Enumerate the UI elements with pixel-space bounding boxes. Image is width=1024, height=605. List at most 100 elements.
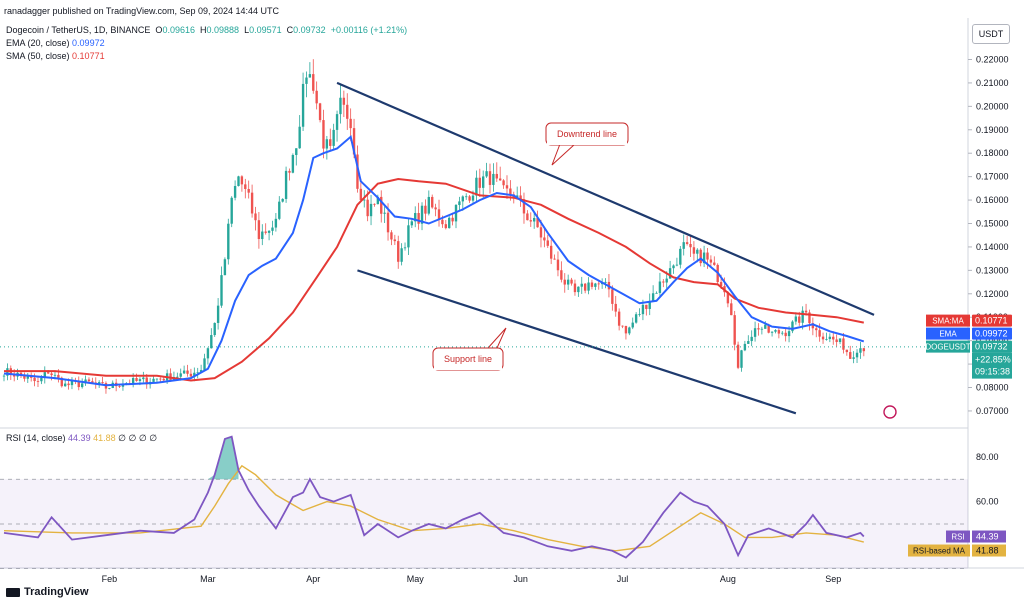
candle-body <box>539 227 543 238</box>
candle-body <box>736 344 740 368</box>
candle-body <box>628 327 631 334</box>
candle-body <box>631 322 634 328</box>
currency-badge[interactable]: USDT <box>972 24 1010 44</box>
rsi-ma-tag-value: 41.88 <box>976 546 999 556</box>
doge-tag-value: 0.09732 <box>975 342 1008 352</box>
price-tick-label: 0.22000 <box>976 54 1009 64</box>
price-tick-label: 0.13000 <box>976 265 1009 275</box>
candle-body <box>709 259 713 263</box>
candle-body <box>152 378 155 382</box>
close-label: C <box>286 25 294 35</box>
candle-body <box>811 323 815 329</box>
candle-body <box>179 373 182 377</box>
candle-body <box>118 386 121 387</box>
candle-body <box>614 303 617 312</box>
candle-body <box>216 305 220 323</box>
high-label: H <box>200 25 207 35</box>
sma-legend[interactable]: SMA (50, close) 0.10771 <box>6 51 105 61</box>
candle-body <box>53 374 57 376</box>
candle-body <box>363 199 366 201</box>
sma-tag-name: SMA:MA <box>932 317 964 326</box>
candle-body <box>244 184 247 190</box>
candle-body <box>648 300 651 309</box>
candle-body <box>441 219 444 225</box>
price-tick-label: 0.12000 <box>976 289 1009 299</box>
candle-body <box>40 377 43 382</box>
candle-body <box>532 217 536 222</box>
ema-tag-name: EMA <box>939 330 957 339</box>
candle-body <box>342 97 346 105</box>
candle-body <box>597 283 600 285</box>
tradingview-footer: TradingView <box>6 586 89 598</box>
candle-body <box>250 192 254 214</box>
sma-50-line <box>4 177 864 382</box>
candle-body <box>301 83 305 127</box>
candle-body <box>624 325 628 334</box>
doge-extra-bg <box>972 352 1012 379</box>
doge-tag-name: DOGEUSDT <box>925 343 970 352</box>
candle-body <box>815 328 818 331</box>
candle-body <box>685 242 689 244</box>
candle-body <box>451 217 454 222</box>
candle-body <box>230 197 233 224</box>
price-tick-label: 0.15000 <box>976 219 1009 229</box>
candle-body <box>787 331 791 337</box>
candle-body <box>108 387 111 389</box>
candle-body <box>349 118 352 129</box>
ema-legend-value: 0.09972 <box>72 38 105 48</box>
candle-body <box>594 283 597 287</box>
candle-body <box>70 380 74 386</box>
rsi-legend-empty-4: ∅ <box>149 433 158 443</box>
open-label: O <box>155 25 163 35</box>
candle-body <box>753 328 757 337</box>
sma-tag-name-bg <box>926 314 970 327</box>
candle-body <box>237 176 240 187</box>
candle-body <box>155 378 159 380</box>
candle-body <box>855 352 859 358</box>
symbol-title[interactable]: Dogecoin / TetherUS, 1D, BINANCE <box>6 25 151 35</box>
candle-body <box>318 103 322 121</box>
candle-body <box>121 384 125 387</box>
time-tick-label: May <box>407 574 425 584</box>
candle-body <box>23 375 26 379</box>
time-tick-label: Jun <box>513 574 528 584</box>
candle-body <box>91 381 94 383</box>
ema-tag-value-bg <box>972 327 1012 340</box>
rsi-legend[interactable]: RSI (14, close) 44.39 41.88 ∅ ∅ ∅ ∅ <box>6 433 157 444</box>
candle-body <box>849 352 852 359</box>
candle-body <box>189 373 193 377</box>
rsi-ma-tag-name: RSI-based MA <box>913 547 966 556</box>
candle-body <box>366 199 369 217</box>
rsi-ma-tag-value-bg <box>972 544 1006 557</box>
low-label: L <box>244 25 250 35</box>
candle-body <box>825 338 828 340</box>
rsi-legend-label: RSI (14, close) <box>6 433 66 443</box>
candle-body <box>665 278 668 283</box>
candle-body <box>288 170 291 173</box>
candle-body <box>254 213 257 221</box>
open-value: 0.09616 <box>162 25 195 35</box>
doge-change-value: +22.85% <box>975 355 1011 365</box>
candle-body <box>842 338 845 350</box>
candle-body <box>203 358 206 371</box>
candle-body <box>403 247 407 249</box>
rsi-tag-value-bg <box>972 530 1006 543</box>
candle-body <box>706 252 709 260</box>
candle-body <box>448 217 451 229</box>
candle-body <box>522 199 526 214</box>
candle-body <box>461 196 464 202</box>
candle-body <box>77 381 80 388</box>
candle-body <box>726 292 730 304</box>
candle-body <box>505 185 509 189</box>
rsi-legend-empty-2: ∅ <box>128 433 137 443</box>
ema-legend[interactable]: EMA (20, close) 0.09972 <box>6 38 105 48</box>
candle-body <box>543 237 546 241</box>
candle-body <box>764 324 767 329</box>
candle-body <box>206 348 210 359</box>
candle-body <box>97 382 101 385</box>
candle-body <box>832 336 835 340</box>
candle-body <box>563 279 566 285</box>
candle-body <box>573 283 577 293</box>
rsi-tag-name-bg <box>946 530 970 543</box>
